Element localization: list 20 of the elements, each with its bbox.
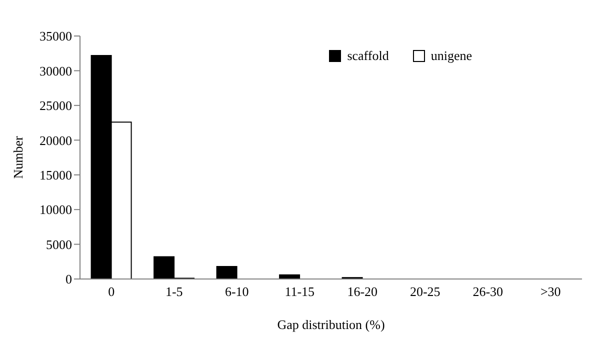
y-tick-label: 25000 bbox=[40, 98, 72, 114]
x-tick-label: >30 bbox=[540, 284, 561, 300]
x-tick-label: 16-20 bbox=[347, 284, 378, 300]
x-tick-label: 11-15 bbox=[284, 284, 315, 300]
y-tick-label: 15000 bbox=[40, 167, 72, 182]
x-tick-label: 20-25 bbox=[410, 284, 440, 300]
x-tick-label: 6-10 bbox=[224, 284, 249, 300]
y-tick-label: 5000 bbox=[46, 236, 72, 252]
x-tick-label: 1-5 bbox=[165, 284, 183, 300]
y-tick-label: 35000 bbox=[40, 28, 72, 44]
legend-label: unigene bbox=[430, 48, 472, 64]
legend-label: scaffold bbox=[347, 48, 389, 64]
y-axis-title: Number bbox=[10, 136, 26, 179]
y-tick-label: 30000 bbox=[40, 63, 72, 78]
y-tick-label: 0 bbox=[66, 272, 72, 287]
x-axis-title: Gap distribution (%) bbox=[277, 317, 385, 332]
x-tick-label: 0 bbox=[108, 284, 115, 300]
y-tick-label: 10000 bbox=[40, 202, 72, 218]
x-tick-label: 26-30 bbox=[472, 284, 504, 300]
y-tick-label: 20000 bbox=[40, 132, 72, 148]
